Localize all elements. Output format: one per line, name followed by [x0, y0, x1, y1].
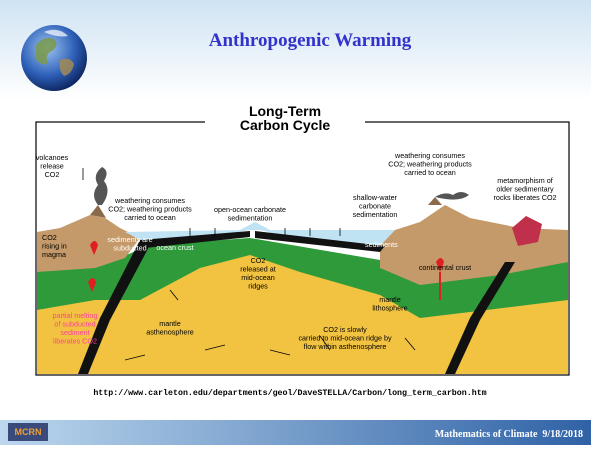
diagram-label: metamorphism of	[497, 176, 553, 185]
diagram-label: CO2; weathering products	[388, 160, 472, 169]
diagram-title: Carbon Cycle	[240, 117, 330, 133]
diagram-label: of subducted	[54, 320, 95, 329]
diagram-label: rising in	[42, 242, 67, 251]
source-url: http://www.carleton.edu/departments/geol…	[93, 388, 486, 398]
diagram-label: CO2	[251, 256, 266, 265]
diagram-label: sediments are	[107, 235, 152, 244]
diagram-label: ocean crust	[156, 243, 193, 252]
diagram-label: mantle	[379, 295, 401, 304]
globe	[21, 25, 87, 91]
footer-bar	[0, 420, 591, 445]
diagram-label: mid-ocean	[241, 273, 275, 282]
diagram-title: Long-Term	[249, 103, 321, 119]
diagram-label: rocks liberates CO2	[493, 193, 556, 202]
diagram-label: carried to ocean	[124, 213, 176, 222]
diagram-label: flow within asthenosphere	[304, 342, 387, 351]
diagram-label: partial melting	[53, 311, 98, 320]
diagram-label: carried to ocean	[404, 168, 456, 177]
diagram-label: asthenosphere	[146, 328, 194, 337]
diagram-label: release	[40, 162, 64, 171]
diagram-label: CO2; weathering products	[108, 205, 192, 214]
diagram-label: CO2	[45, 170, 60, 179]
diagram-label: CO2 is slowly	[323, 325, 367, 334]
diagram-label: CO2	[42, 233, 57, 242]
diagram-label: weathering consumes	[394, 151, 465, 160]
diagram-label: released at	[240, 265, 276, 274]
diagram-label: liberates CO2	[53, 337, 97, 346]
diagram-label: continental crust	[419, 263, 471, 272]
diagram-label: lithosphere	[372, 304, 407, 313]
footer-text: Mathematics of Climate 9/18/2018	[435, 429, 583, 440]
diagram-label: sedimentation	[353, 210, 398, 219]
diagram-label: carried to mid-ocean ridge by	[298, 334, 391, 343]
diagram-label: open-ocean carbonate	[214, 205, 286, 214]
diagram-label: volcanoes	[36, 153, 69, 162]
diagram-label: sediments	[365, 240, 398, 249]
diagram-label: shallow-water	[353, 193, 398, 202]
header-bg	[0, 0, 591, 100]
diagram-label: sediment	[60, 328, 89, 337]
diagram-label: ridges	[248, 282, 268, 291]
logo: MCRN	[15, 427, 42, 437]
diagram-label: subducted	[113, 244, 146, 253]
diagram-label: older sedimentary	[496, 185, 554, 194]
diagram-label: weathering consumes	[114, 196, 185, 205]
slide-title: Anthropogenic Warming	[209, 30, 412, 51]
diagram-label: magma	[42, 250, 66, 259]
logo-bg	[8, 423, 48, 441]
diagram-label: carbonate	[359, 202, 391, 211]
diagram-label: sedimentation	[228, 214, 273, 223]
diagram-label: mantle	[159, 319, 181, 328]
